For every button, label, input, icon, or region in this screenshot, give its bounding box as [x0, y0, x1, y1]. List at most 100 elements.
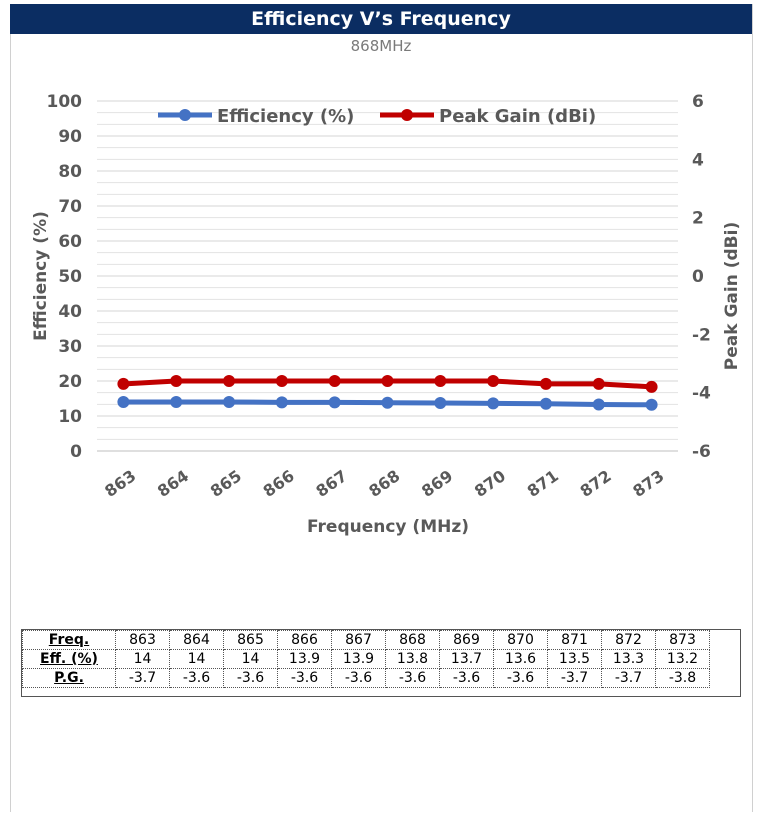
y2-axis-title: Peak Gain (dBi)	[722, 222, 742, 370]
x-tick-label: 866	[260, 466, 298, 501]
table-cell: -3.6	[331, 668, 386, 688]
data-point	[328, 396, 341, 409]
table-cell: 14	[223, 649, 278, 669]
table-cell: 865	[223, 630, 278, 650]
data-point	[434, 397, 447, 410]
y2-tick-label: 0	[692, 267, 704, 287]
table-cell: 873	[655, 630, 710, 650]
chart-subtitle: 868MHz	[350, 37, 412, 55]
data-point	[275, 375, 288, 387]
y-tick-label: 100	[47, 92, 83, 112]
y2-tick-label: 4	[692, 150, 704, 170]
chart-frame	[10, 4, 753, 812]
data-point	[223, 396, 236, 408]
table-cell: -3.6	[223, 668, 278, 688]
table-cell: -3.7	[547, 668, 602, 688]
y-tick-label: 0	[70, 442, 82, 462]
y2-tick-label: 2	[692, 209, 704, 229]
legend-swatch-marker	[179, 109, 191, 121]
x-tick-label: 873	[629, 466, 667, 501]
data-point	[328, 375, 341, 387]
x-tick-label: 868	[365, 466, 403, 501]
table-cell: -3.6	[439, 668, 494, 688]
table-cell: 13.3	[601, 649, 656, 669]
data-point	[487, 375, 500, 387]
table-cell: 13.8	[385, 649, 440, 669]
y-tick-label: 20	[58, 372, 82, 392]
table-cell: 867	[331, 630, 386, 650]
table-cell: 14	[169, 649, 224, 669]
legend-label: Efficiency (%)	[217, 106, 354, 127]
x-tick-label: 869	[418, 466, 456, 501]
table-cell: -3.6	[493, 668, 548, 688]
x-axis-title: Frequency (MHz)	[307, 517, 469, 537]
chart-plot: 0 10 20 30 40 50 60 70 80 90 100 -6 -4 -2 0 2 4 6 863 864 86…	[31, 92, 742, 537]
data-point	[170, 396, 183, 408]
table-cell: 872	[601, 630, 656, 650]
data-table: Freq. 863 864 865 866 867 868 869 870 871 872 873 Ef…	[22, 630, 710, 688]
y-tick-label: 40	[58, 302, 82, 322]
table-cell: 13.9	[277, 649, 332, 669]
data-point	[592, 377, 605, 390]
data-point	[381, 375, 394, 387]
y-tick-label: 80	[58, 162, 82, 182]
table-cell: -3.7	[601, 668, 656, 688]
table-cell: -3.8	[655, 668, 710, 688]
data-point	[434, 375, 447, 387]
chart-title: Efficiency V’s Frequency	[10, 4, 752, 34]
y-axis-title: Efficiency (%)	[31, 211, 51, 341]
y-tick-label: 70	[58, 197, 82, 217]
table-row: P.G. -3.7 -3.6 -3.6 -3.6 -3.6 -3.6 -3.6 -3.6 -3.7…	[22, 668, 710, 688]
table-cell: 869	[439, 630, 494, 650]
y2-tick-label: -4	[692, 384, 711, 404]
table-cell: -3.6	[169, 668, 224, 688]
y-tick-label: 60	[58, 232, 82, 252]
data-point	[117, 396, 130, 408]
data-point	[539, 377, 552, 390]
data-point	[539, 397, 552, 410]
table-cell: 13.6	[493, 649, 548, 669]
table-cell: 13.9	[331, 649, 386, 669]
table-cell: 863	[115, 630, 170, 650]
table-cell: 864	[169, 630, 224, 650]
legend-swatch-marker	[401, 109, 413, 121]
y2-tick-label: -6	[692, 442, 711, 462]
y2-tick-label: 6	[692, 92, 704, 112]
table-cell: 13.2	[655, 649, 710, 669]
data-point	[275, 396, 288, 409]
table-cell: 866	[277, 630, 332, 650]
x-tick-label: 865	[207, 466, 245, 501]
table-cell: -3.7	[115, 668, 170, 688]
table-cell: 13.5	[547, 649, 602, 669]
y-tick-label: 90	[58, 127, 82, 147]
data-point	[487, 397, 500, 410]
y-tick-label: 50	[58, 267, 82, 287]
table-row-label: P.G.	[22, 668, 116, 688]
legend-label: Peak Gain (dBi)	[439, 106, 596, 127]
x-tick-label: 870	[471, 466, 509, 501]
table-cell: 13.7	[439, 649, 494, 669]
data-point	[645, 380, 658, 393]
table-cell: -3.6	[277, 668, 332, 688]
x-tick-label: 863	[101, 466, 139, 501]
y-tick-label: 30	[58, 337, 82, 357]
x-tick-label: 864	[154, 466, 192, 501]
y-tick-label: 10	[58, 407, 82, 427]
table-row: Eff. (%) 14 14 14 13.9 13.9 13.8 13.7 13.6 13.5 13…	[22, 649, 710, 669]
data-point	[381, 396, 394, 409]
y2-tick-label: -2	[692, 325, 711, 345]
data-point	[645, 398, 658, 411]
table-cell: -3.6	[385, 668, 440, 688]
table-cell: 870	[493, 630, 548, 650]
table-row-label: Freq.	[22, 630, 116, 650]
data-point	[592, 398, 605, 411]
x-tick-label: 867	[312, 466, 350, 501]
table-row: Freq. 863 864 865 866 867 868 869 870 871 872 873	[22, 630, 710, 650]
x-tick-label: 872	[576, 466, 614, 501]
table-cell: 871	[547, 630, 602, 650]
data-point	[117, 377, 130, 390]
table-cell: 14	[115, 649, 170, 669]
data-point	[223, 375, 236, 387]
data-point	[170, 375, 183, 387]
table-cell: 868	[385, 630, 440, 650]
